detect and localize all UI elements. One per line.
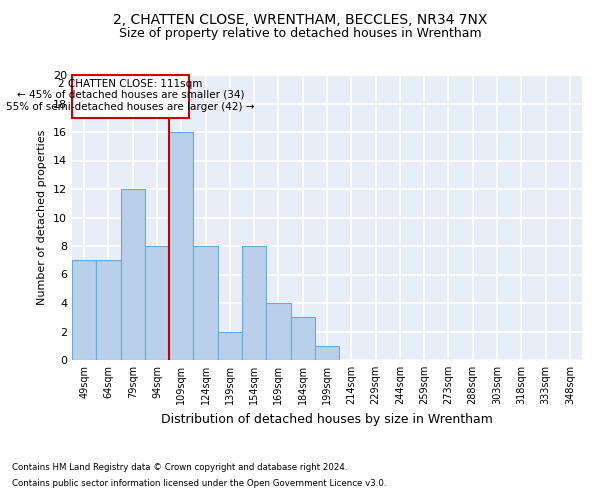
Bar <box>218 332 242 360</box>
Text: Contains HM Land Registry data © Crown copyright and database right 2024.: Contains HM Land Registry data © Crown c… <box>12 464 347 472</box>
Bar <box>193 246 218 360</box>
Text: 2, CHATTEN CLOSE, WRENTHAM, BECCLES, NR34 7NX: 2, CHATTEN CLOSE, WRENTHAM, BECCLES, NR3… <box>113 12 487 26</box>
Bar <box>145 246 169 360</box>
Bar <box>72 260 96 360</box>
Bar <box>290 318 315 360</box>
Bar <box>266 303 290 360</box>
FancyBboxPatch shape <box>72 75 188 118</box>
Y-axis label: Number of detached properties: Number of detached properties <box>37 130 47 305</box>
Bar <box>121 189 145 360</box>
Text: 55% of semi-detached houses are larger (42) →: 55% of semi-detached houses are larger (… <box>6 102 254 112</box>
X-axis label: Distribution of detached houses by size in Wrentham: Distribution of detached houses by size … <box>161 412 493 426</box>
Bar <box>169 132 193 360</box>
Text: 2 CHATTEN CLOSE: 111sqm: 2 CHATTEN CLOSE: 111sqm <box>58 80 202 90</box>
Text: Size of property relative to detached houses in Wrentham: Size of property relative to detached ho… <box>119 28 481 40</box>
Bar <box>96 260 121 360</box>
Bar <box>242 246 266 360</box>
Text: ← 45% of detached houses are smaller (34): ← 45% of detached houses are smaller (34… <box>17 90 244 100</box>
Text: Contains public sector information licensed under the Open Government Licence v3: Contains public sector information licen… <box>12 478 386 488</box>
Bar <box>315 346 339 360</box>
